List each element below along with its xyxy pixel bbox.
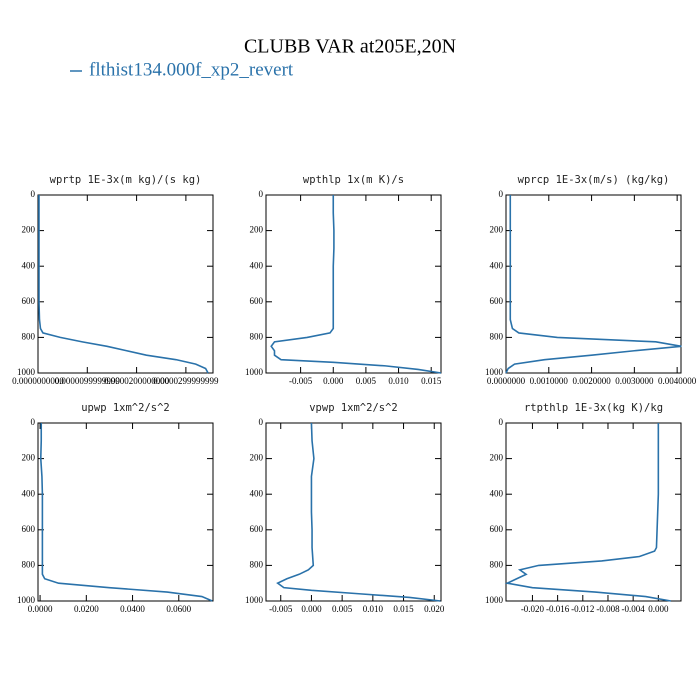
panel-title: wpthlp 1x(m K)/s [303,174,404,186]
x-tick-label: 0.020 [424,604,445,614]
y-tick-label: 1000 [245,367,264,377]
x-tick-label: 0.0200 [74,604,99,614]
y-tick-label: 800 [250,331,264,341]
x-tick-label: -0.012 [571,604,594,614]
y-tick-label: 800 [22,559,36,569]
x-tick-label: 0.000 [648,604,669,614]
panel-title: wprtp 1E-3x(m kg)/(s kg) [50,174,202,186]
x-tick-label: 0.0000099999999 [55,376,121,386]
x-tick-label: -0.005 [289,376,313,386]
x-tick-label: 0.0400 [120,604,145,614]
x-tick-label: 0.015 [421,376,442,386]
y-tick-label: 800 [250,559,264,569]
x-tick-label: -0.008 [596,604,620,614]
y-tick-label: 200 [22,453,36,463]
y-tick-label: 400 [22,488,36,498]
y-tick-label: 1000 [17,595,36,605]
y-tick-label: 200 [22,225,36,235]
x-tick-label: 0.005 [332,604,353,614]
plot-frame [505,194,682,374]
y-tick-label: 400 [250,488,264,498]
x-tick-label: 0.0000 [28,604,53,614]
x-tick-label: -0.020 [521,604,545,614]
profile-line [276,422,441,602]
y-tick-label: 400 [490,260,504,270]
legend-label: flthist134.000f_xp2_revert [89,59,294,80]
y-tick-label: 400 [22,260,36,270]
panel-title: upwp 1xm^2/s^2 [81,402,170,414]
y-tick-label: 0 [31,417,36,427]
y-tick-label: 400 [250,260,264,270]
panel-title: wprcp 1E-3x(m/s) (kg/kg) [518,174,670,186]
y-tick-label: 200 [490,453,504,463]
x-tick-label: 0.010 [388,376,409,386]
y-tick-label: 600 [22,524,36,534]
plot-frame [505,422,682,602]
y-tick-label: 600 [490,296,504,306]
profile-line [504,423,672,602]
y-tick-label: 0 [31,189,36,199]
x-tick-label: 0.0020000 [572,376,611,386]
y-tick-label: 1000 [485,595,504,605]
x-tick-label: 0.0040000 [658,376,697,386]
x-tick-label: -0.005 [269,604,293,614]
y-tick-label: 1000 [245,595,264,605]
x-tick-label: 0.0000200000000 [104,376,170,386]
plot-frame [265,422,442,602]
panel-title: vpwp 1xm^2/s^2 [309,402,398,414]
plot-frame [37,194,214,374]
y-tick-label: 1000 [485,367,504,377]
x-tick-label: 0.005 [356,376,377,386]
y-tick-label: 0 [259,189,264,199]
x-tick-label: 0.000 [323,376,344,386]
x-tick-label: -0.004 [622,604,646,614]
plot-frame [37,422,214,602]
x-tick-label: 0.015 [393,604,414,614]
y-tick-label: 1000 [17,367,36,377]
y-tick-label: 200 [250,225,264,235]
y-tick-label: 0 [499,417,504,427]
profile-line [270,195,442,374]
y-tick-label: 600 [22,296,36,306]
x-tick-label: 0.000 [301,604,322,614]
x-tick-label: 0.0000000 [487,376,526,386]
x-tick-label: 0.0030000 [615,376,654,386]
panel-title: rtpthlp 1E-3x(kg K)/kg [524,402,663,414]
figure-title: CLUBB VAR at205E,20N [244,36,456,58]
y-tick-label: 200 [490,225,504,235]
x-tick-label: 0.0000000000 [12,376,64,386]
profile-line [39,423,213,602]
y-tick-label: 800 [490,559,504,569]
y-tick-label: 800 [490,331,504,341]
y-tick-label: 200 [250,453,264,463]
y-tick-label: 0 [259,417,264,427]
profile-line [38,195,209,374]
profile-line [505,195,682,374]
x-tick-label: 0.0010000 [530,376,569,386]
x-tick-label: 0.0600 [166,604,191,614]
y-tick-label: 600 [250,296,264,306]
y-tick-label: 400 [490,488,504,498]
x-tick-label: -0.016 [546,604,570,614]
x-tick-label: 0.0000299999999 [153,376,219,386]
y-tick-label: 0 [499,189,504,199]
x-tick-label: 0.010 [363,604,384,614]
y-tick-label: 800 [22,331,36,341]
y-tick-label: 600 [490,524,504,534]
plot-frame [265,194,442,374]
y-tick-label: 600 [250,524,264,534]
